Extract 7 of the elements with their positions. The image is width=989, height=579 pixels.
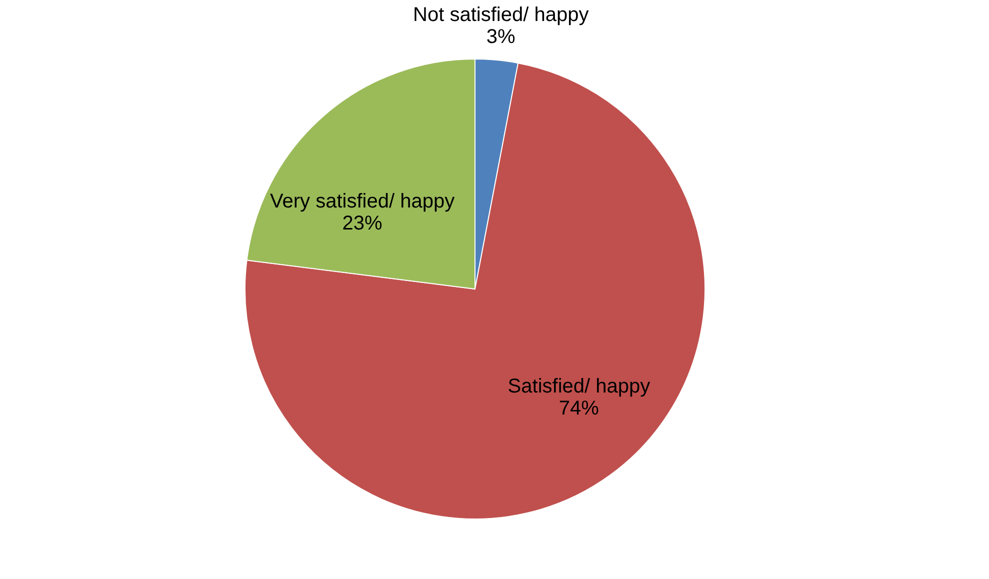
slice-label: Satisfied/ happy [508,376,650,398]
data-label: 74% [558,398,600,420]
pie-slice [244,62,706,520]
data-label: 3% [486,26,516,48]
data-label: 23% [342,212,383,235]
slice-label: Very satisfied/ happy [270,190,455,213]
slice-label: Not satisfied/ happy [413,4,589,26]
